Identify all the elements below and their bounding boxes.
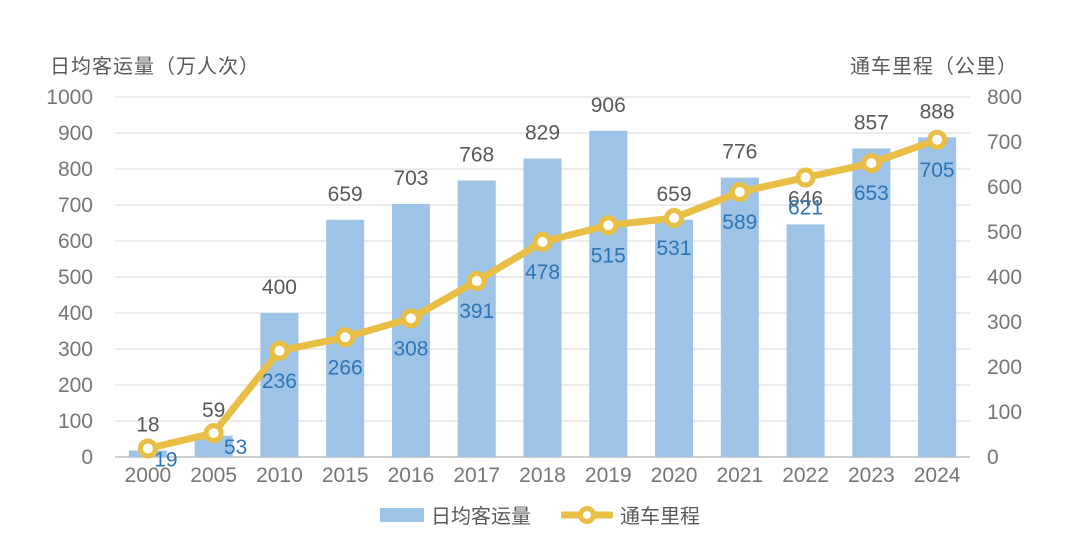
right-y-tick-label: 600 (987, 176, 1022, 199)
line-marker (203, 423, 224, 444)
right-y-tick-label: 300 (987, 311, 1022, 334)
bar (260, 313, 299, 457)
bar (720, 177, 759, 457)
legend: 日均客运量 通车里程 (0, 500, 1080, 529)
line-marker (335, 327, 356, 348)
line-value-label: 236 (262, 370, 297, 393)
left-y-tick-label: 600 (58, 230, 93, 253)
bar (194, 435, 233, 457)
left-y-tick-label: 100 (58, 410, 93, 433)
legend-bar-label: 日均客运量 (431, 506, 531, 528)
x-tick-label: 2019 (585, 464, 632, 487)
bar (786, 224, 825, 457)
line-value-label: 531 (657, 237, 692, 260)
legend-item-mileage: 通车里程 (561, 500, 700, 529)
line-marker (269, 340, 290, 361)
line-marker (861, 153, 882, 174)
line-marker (532, 231, 553, 252)
right-y-tick-label: 200 (987, 356, 1022, 379)
left-y-tick-label: 500 (58, 266, 93, 289)
bar-value-label: 703 (393, 167, 428, 190)
line-marker (664, 208, 685, 229)
left-y-tick-label: 0 (81, 446, 93, 469)
bar-value-label: 59 (202, 399, 225, 422)
right-y-tick-label: 100 (987, 401, 1022, 424)
left-axis-title: 日均客运量（万人次） (50, 56, 260, 78)
bar-value-label: 659 (657, 183, 692, 206)
line-series-swatch-icon (561, 505, 613, 524)
line-value-label: 621 (788, 197, 823, 220)
x-tick-label: 2015 (322, 464, 369, 487)
bar-value-label: 857 (854, 111, 889, 134)
right-y-tick-label: 0 (987, 446, 999, 469)
line-value-label: 19 (154, 448, 177, 471)
left-y-tick-label: 200 (58, 374, 93, 397)
bar-value-label: 768 (459, 144, 494, 167)
right-axis-title: 通车里程（公里） (850, 56, 1018, 78)
line-value-label: 515 (591, 244, 626, 267)
legend-item-passenger-volume: 日均客运量 (380, 500, 531, 529)
line-value-label: 53 (224, 436, 247, 459)
bar (523, 158, 562, 457)
line-marker (927, 129, 948, 150)
x-tick-label: 2016 (388, 464, 435, 487)
left-y-tick-label: 800 (58, 158, 93, 181)
bar-value-label: 659 (328, 183, 363, 206)
x-tick-label: 2005 (190, 464, 237, 487)
bar-value-label: 18 (136, 414, 159, 437)
bar-value-label: 829 (525, 122, 560, 145)
line-value-label: 589 (722, 211, 757, 234)
line-value-label: 478 (525, 261, 560, 284)
bar (589, 130, 628, 457)
line-marker (598, 215, 619, 236)
legend-line-label: 通车里程 (620, 506, 700, 528)
line-marker (466, 271, 487, 292)
line-value-label: 308 (393, 337, 428, 360)
line-value-label: 266 (328, 356, 363, 379)
bar (391, 203, 430, 457)
line-value-label: 705 (920, 159, 955, 182)
bar-series-swatch-icon (380, 507, 424, 522)
x-tick-label: 2000 (125, 464, 172, 487)
line-marker (400, 308, 421, 329)
left-y-tick-label: 900 (58, 122, 93, 145)
line-value-label: 391 (459, 300, 494, 323)
x-tick-label: 2018 (519, 464, 566, 487)
x-tick-label: 2020 (651, 464, 698, 487)
bar (852, 148, 891, 458)
x-tick-label: 2024 (914, 464, 961, 487)
left-y-tick-label: 300 (58, 338, 93, 361)
line-marker (729, 181, 750, 202)
bar-value-label: 400 (262, 276, 297, 299)
bar (655, 219, 694, 457)
x-tick-label: 2010 (256, 464, 303, 487)
right-y-tick-label: 400 (987, 266, 1022, 289)
bar (457, 180, 496, 457)
bar-value-label: 888 (920, 100, 955, 123)
bar-value-label: 646 (788, 187, 823, 210)
line-marker (795, 167, 816, 188)
x-tick-label: 2021 (716, 464, 763, 487)
bar (918, 137, 957, 457)
right-y-tick-label: 500 (987, 221, 1022, 244)
bar-value-label: 776 (722, 141, 757, 164)
right-y-tick-label: 800 (987, 86, 1022, 109)
left-y-tick-label: 400 (58, 302, 93, 325)
line-marker (137, 438, 158, 459)
x-tick-label: 2022 (782, 464, 829, 487)
right-y-tick-label: 700 (987, 131, 1022, 154)
left-y-tick-label: 1000 (46, 86, 93, 109)
left-y-tick-label: 700 (58, 194, 93, 217)
x-tick-label: 2023 (848, 464, 895, 487)
bar-value-label: 906 (591, 94, 626, 117)
line-value-label: 653 (854, 182, 889, 205)
x-tick-label: 2017 (453, 464, 500, 487)
